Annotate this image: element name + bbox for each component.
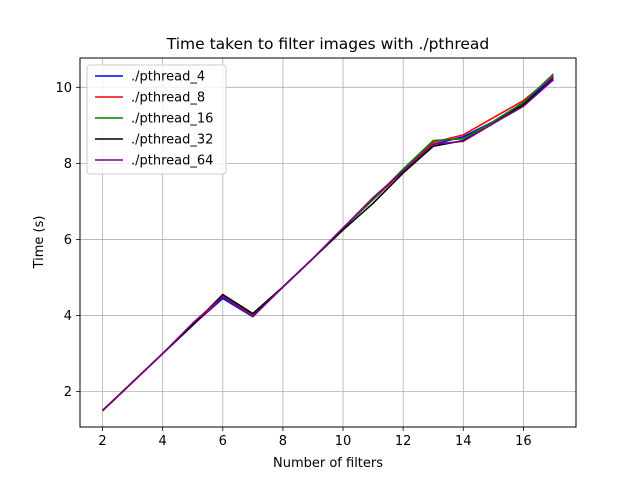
series-line-pthread-64 (101, 79, 554, 412)
y-tick-label: 6 (64, 233, 72, 248)
y-tick-label: 8 (64, 157, 72, 172)
x-tick-label: 10 (335, 434, 352, 449)
chart-title: Time taken to filter images with ./pthre… (166, 35, 490, 53)
plot-frame (79, 57, 577, 428)
y-tick-label: 2 (64, 385, 72, 400)
x-tick-label: 2 (98, 434, 106, 449)
legend-box (86, 64, 227, 175)
legend-label: ./pthread_16 (131, 112, 213, 127)
legend-label: ./pthread_8 (131, 91, 205, 106)
x-tick-label: 8 (279, 434, 287, 449)
x-tick-label: 4 (159, 434, 167, 449)
x-tick-label: 16 (515, 434, 532, 449)
legend-label: ./pthread_64 (131, 154, 213, 169)
x-tick-label: 6 (219, 434, 227, 449)
x-tick-label: 14 (455, 434, 472, 449)
x-axis-title: Number of filters (273, 456, 383, 471)
y-tick-label: 4 (64, 309, 72, 324)
y-tick-label: 10 (55, 81, 72, 96)
ticks: 2 4 6 8 10 12 14 16 2 4 6 8 10 (55, 81, 531, 449)
legend: ./pthread_4 ./pthread_8 ./pthread_16 ./pthr… (86, 64, 227, 175)
y-axis-title: Time (s) (32, 216, 47, 270)
x-tick-label: 12 (395, 434, 412, 449)
series-lines (101, 73, 555, 412)
legend-label: ./pthread_32 (131, 133, 213, 148)
legend-label: ./pthread_4 (131, 70, 205, 85)
